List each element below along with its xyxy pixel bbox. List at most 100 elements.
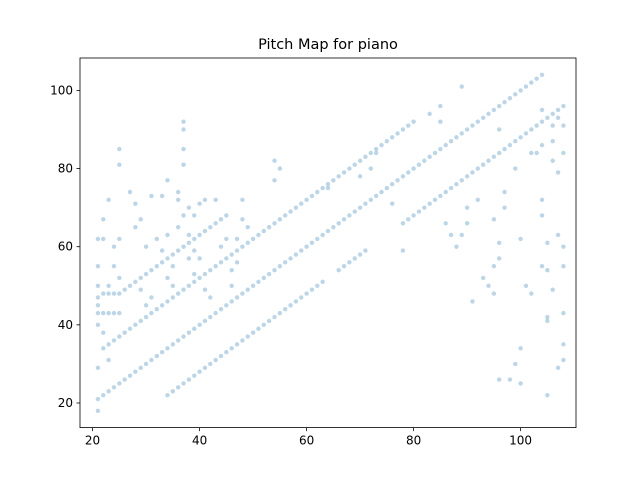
data-point bbox=[112, 291, 116, 295]
data-point bbox=[331, 225, 335, 229]
data-point bbox=[122, 377, 126, 381]
data-point bbox=[187, 205, 191, 209]
data-point bbox=[556, 170, 560, 174]
data-point bbox=[358, 174, 362, 178]
data-point bbox=[288, 209, 292, 213]
data-point bbox=[427, 202, 431, 206]
data-point bbox=[187, 377, 191, 381]
data-point bbox=[561, 104, 565, 108]
y-tick-label: 100 bbox=[50, 83, 73, 97]
data-point bbox=[192, 280, 196, 284]
data-point bbox=[246, 225, 250, 229]
data-point bbox=[117, 381, 121, 385]
data-point bbox=[529, 151, 533, 155]
data-point bbox=[278, 166, 282, 170]
data-point bbox=[176, 190, 180, 194]
data-point bbox=[551, 159, 555, 163]
data-point bbox=[363, 248, 367, 252]
data-point bbox=[219, 217, 223, 221]
data-point bbox=[438, 104, 442, 108]
data-point bbox=[540, 198, 544, 202]
data-point bbox=[208, 225, 212, 229]
data-point bbox=[540, 143, 544, 147]
data-point bbox=[197, 323, 201, 327]
data-point bbox=[411, 166, 415, 170]
data-point bbox=[187, 256, 191, 260]
data-point bbox=[181, 287, 185, 291]
data-point bbox=[320, 186, 324, 190]
data-point bbox=[235, 248, 239, 252]
data-point bbox=[497, 256, 501, 260]
data-point bbox=[492, 108, 496, 112]
data-point bbox=[374, 147, 378, 151]
data-point bbox=[502, 205, 506, 209]
data-point bbox=[508, 143, 512, 147]
data-point bbox=[160, 194, 164, 198]
data-point bbox=[353, 209, 357, 213]
data-point bbox=[144, 272, 148, 276]
data-point bbox=[508, 96, 512, 100]
data-point bbox=[176, 248, 180, 252]
data-point bbox=[240, 338, 244, 342]
data-point bbox=[545, 315, 549, 319]
data-point bbox=[513, 139, 517, 143]
data-point bbox=[149, 194, 153, 198]
data-point bbox=[556, 116, 560, 120]
data-point bbox=[444, 190, 448, 194]
data-point bbox=[165, 299, 169, 303]
data-point bbox=[96, 409, 100, 413]
data-point bbox=[224, 303, 228, 307]
data-point bbox=[427, 155, 431, 159]
data-point bbox=[139, 287, 143, 291]
data-point bbox=[422, 205, 426, 209]
data-point bbox=[369, 166, 373, 170]
data-point bbox=[181, 127, 185, 131]
data-point bbox=[213, 221, 217, 225]
data-point bbox=[411, 119, 415, 123]
data-point bbox=[139, 276, 143, 280]
data-point bbox=[262, 229, 266, 233]
data-point bbox=[492, 264, 496, 268]
data-point bbox=[304, 198, 308, 202]
data-point bbox=[144, 315, 148, 319]
data-point bbox=[139, 366, 143, 370]
data-point bbox=[267, 225, 271, 229]
data-point bbox=[208, 315, 212, 319]
data-point bbox=[181, 213, 185, 217]
data-point bbox=[390, 202, 394, 206]
data-point bbox=[229, 346, 233, 350]
data-point bbox=[101, 346, 105, 350]
data-point bbox=[246, 287, 250, 291]
data-point bbox=[454, 135, 458, 139]
data-point bbox=[310, 194, 314, 198]
data-point bbox=[165, 346, 169, 350]
data-point bbox=[144, 362, 148, 366]
data-point bbox=[208, 295, 212, 299]
data-point bbox=[176, 291, 180, 295]
data-point bbox=[347, 166, 351, 170]
data-point bbox=[160, 248, 164, 252]
data-point bbox=[278, 217, 282, 221]
data-point bbox=[267, 319, 271, 323]
data-point bbox=[454, 182, 458, 186]
data-point bbox=[374, 151, 378, 155]
data-point bbox=[299, 295, 303, 299]
data-point bbox=[181, 119, 185, 123]
data-point bbox=[422, 159, 426, 163]
data-point bbox=[171, 252, 175, 256]
data-point bbox=[192, 373, 196, 377]
data-point bbox=[149, 268, 153, 272]
data-point bbox=[524, 284, 528, 288]
data-point bbox=[187, 241, 191, 245]
data-point bbox=[337, 174, 341, 178]
data-point bbox=[139, 217, 143, 221]
data-point bbox=[540, 264, 544, 268]
data-point bbox=[197, 202, 201, 206]
data-point bbox=[112, 245, 116, 249]
data-point bbox=[112, 338, 116, 342]
data-point bbox=[155, 237, 159, 241]
data-point bbox=[240, 198, 244, 202]
data-point bbox=[224, 350, 228, 354]
data-point bbox=[101, 393, 105, 397]
